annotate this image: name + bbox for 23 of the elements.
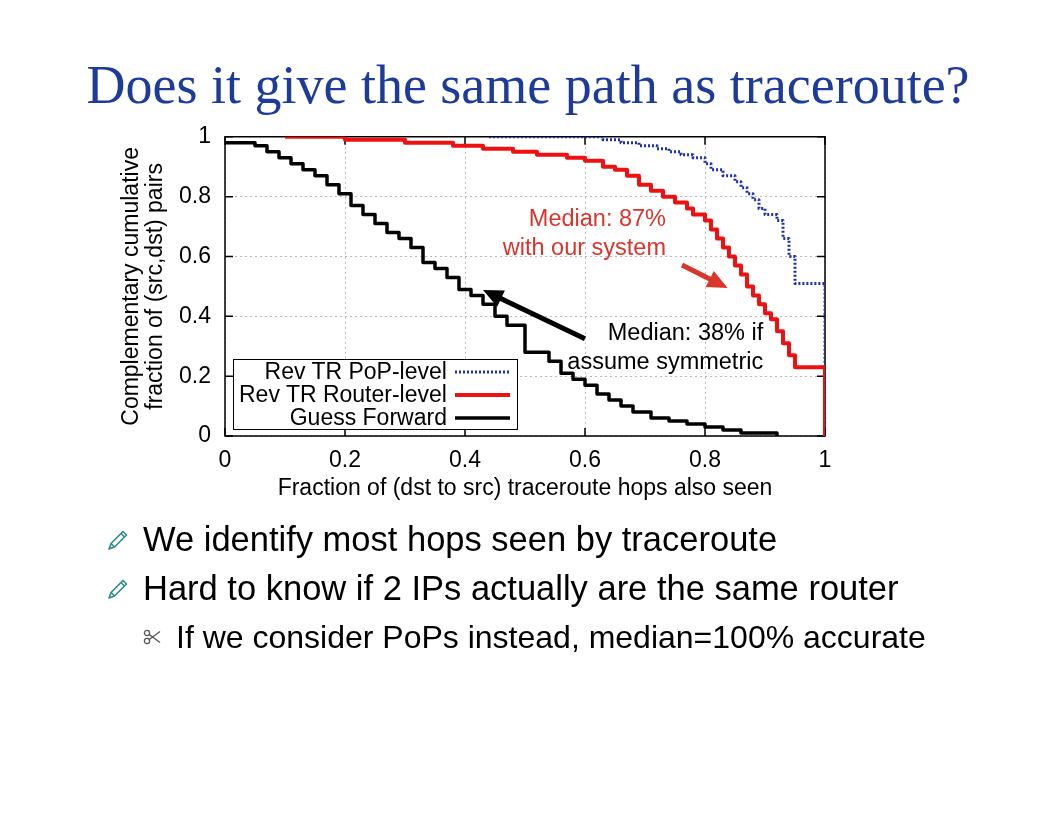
y-axis-title: Complementary cumulative fraction of (src,dst) pairs	[117, 147, 167, 426]
x-tick-label: 0	[218, 446, 232, 473]
y-tick-label: 0	[198, 421, 211, 448]
annotation: Median: 87% with our system	[502, 203, 666, 262]
x-tick-label: 1	[818, 446, 832, 473]
legend-label: Rev TR Router-level	[239, 381, 447, 407]
chart-title: Does it give the same path as traceroute?	[86, 55, 970, 115]
legend-label: Guess Forward	[289, 404, 447, 430]
y-tick-label: 1	[198, 122, 211, 149]
legend-label: Rev TR PoP-level	[264, 358, 447, 384]
y-tick-label: 0.6	[179, 241, 211, 268]
y-tick-label: 0.2	[179, 361, 211, 388]
x-tick-label: 0.2	[329, 446, 361, 473]
annotation: Median: 38% if assume symmetric	[567, 318, 764, 377]
y-tick-label: 0.8	[179, 181, 211, 208]
x-tick-label: 0.4	[449, 446, 482, 473]
x-tick-label: 0.6	[569, 446, 601, 473]
y-tick-label: 0.4	[179, 301, 212, 328]
text: Hard to know if 2 IPs actually are the same router	[143, 567, 899, 609]
text: We identify most hops seen by traceroute	[143, 519, 778, 561]
text: If we consider PoPs instead, median=100% accurate	[176, 617, 926, 657]
x-tick-label: 0.8	[689, 446, 721, 473]
x-axis-title: Fraction of (dst to src) traceroute hops also seen	[277, 473, 773, 500]
